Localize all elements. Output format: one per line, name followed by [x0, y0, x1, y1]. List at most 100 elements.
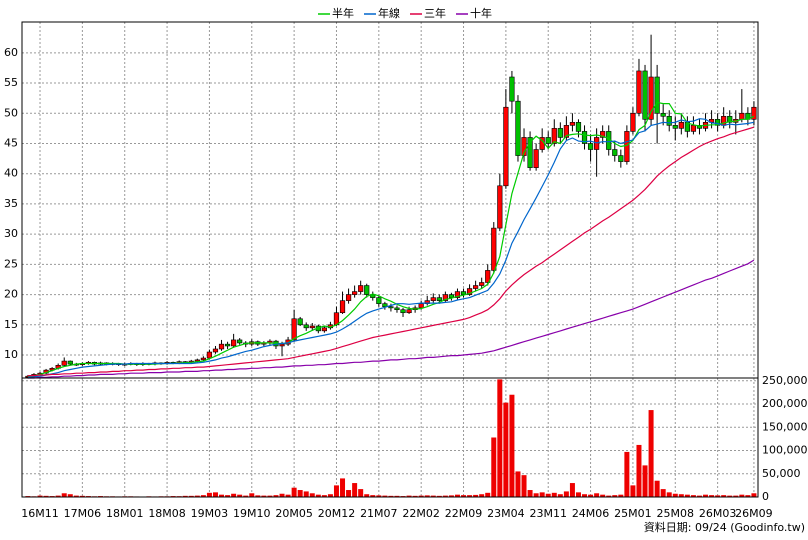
candle-body	[297, 318, 303, 326]
volume-bar	[55, 495, 61, 497]
volume-bar	[666, 492, 672, 497]
candle-body	[364, 285, 370, 295]
volume-bar	[751, 493, 757, 497]
volume-frame	[21, 377, 759, 498]
volume-bar	[285, 494, 291, 497]
candle-body	[466, 288, 473, 295]
volume-bar	[745, 495, 751, 497]
volume-bar	[225, 495, 231, 497]
volume-bar	[461, 495, 467, 497]
volume-bar	[424, 495, 430, 497]
x-tick-label: 18M01	[106, 507, 144, 520]
candle-body	[545, 137, 551, 144]
volume-bar	[412, 495, 418, 497]
candle-body	[388, 306, 394, 309]
x-tick-label: 19M10	[233, 507, 271, 520]
volume-bar	[696, 495, 702, 497]
volume-bar	[291, 487, 297, 497]
y-tick-label: 10	[4, 348, 18, 361]
volume-bar	[448, 495, 454, 497]
candle-body	[551, 128, 557, 144]
candle-body	[624, 131, 630, 162]
candle-body	[382, 303, 388, 307]
y-tick-label: 25	[4, 257, 18, 270]
legend-label: 年線	[378, 6, 400, 20]
candle-body	[212, 348, 219, 353]
volume-bar	[442, 495, 448, 497]
x-tick-label: 19M03	[191, 507, 229, 520]
volume-bar	[612, 495, 618, 497]
volume-bar	[533, 493, 539, 497]
y-tick-label: 35	[4, 197, 18, 210]
legend-label: 十年	[470, 6, 492, 20]
y-tick-label: 30	[4, 227, 18, 240]
candle-body	[581, 131, 588, 144]
volume-bar	[79, 495, 85, 497]
volume-bar	[376, 495, 382, 497]
y2-tick-label: 150,000	[762, 420, 808, 433]
volume-bar	[479, 494, 485, 497]
volume-bar	[727, 495, 733, 497]
candle-body	[563, 125, 569, 138]
candle-body	[648, 76, 654, 120]
x-tick-label: 22M02	[402, 507, 440, 520]
candle-body	[509, 76, 515, 102]
volume-bar	[364, 494, 370, 497]
volume-bar	[237, 494, 243, 497]
candle-body	[406, 309, 412, 314]
candle-body	[503, 106, 509, 187]
volume-bar	[485, 492, 491, 497]
candle-body	[237, 339, 243, 344]
volume-bar	[418, 495, 424, 497]
volume-bar	[715, 495, 721, 497]
candle-body	[600, 131, 606, 138]
y-tick-label: 55	[4, 76, 18, 89]
volume-bar	[188, 495, 194, 497]
volume-bar	[249, 493, 255, 497]
candle-body	[630, 112, 636, 132]
candle-body	[418, 303, 424, 309]
volume-bar	[388, 495, 394, 497]
candle-body	[485, 270, 491, 283]
candle-body	[587, 143, 594, 150]
volume-bar	[509, 394, 515, 497]
volume-bar	[721, 495, 727, 497]
candle-body	[67, 360, 73, 365]
volume-bar	[690, 495, 696, 497]
candle-body	[430, 297, 436, 301]
volume-bar	[618, 494, 624, 497]
volume-bar	[575, 492, 581, 497]
volume-bar	[636, 444, 642, 497]
volume-bar	[539, 492, 545, 497]
candle-body	[454, 291, 461, 298]
volume-bar	[678, 494, 684, 497]
volume-bar	[660, 489, 666, 497]
volume-bar	[382, 495, 388, 497]
x-tick-label: 25M08	[657, 507, 695, 520]
candle-body	[473, 285, 479, 289]
volume-bar	[594, 493, 600, 497]
volume-bar	[648, 410, 654, 497]
volume-bar	[563, 491, 569, 497]
candle-body	[491, 227, 497, 271]
volume-bar	[497, 379, 503, 497]
plot-area	[22, 22, 758, 497]
candle-body	[358, 285, 364, 292]
candle-body	[436, 297, 442, 301]
x-tick-label: 20M12	[318, 507, 356, 520]
volume-bar	[684, 494, 690, 497]
volume-bar	[333, 485, 339, 497]
volume-bar	[358, 489, 364, 497]
volume-bar	[491, 437, 497, 497]
x-tick-label: 21M07	[360, 507, 398, 520]
candle-body	[642, 70, 648, 120]
candle-body	[739, 112, 745, 120]
volume-bar	[370, 495, 376, 497]
volume-bar	[219, 494, 225, 497]
y-tick-label: 50	[4, 106, 18, 119]
candle-body	[636, 70, 642, 114]
candle-body	[654, 76, 660, 114]
y2-tick-label: 200,000	[762, 397, 808, 410]
candle-body	[569, 122, 576, 126]
